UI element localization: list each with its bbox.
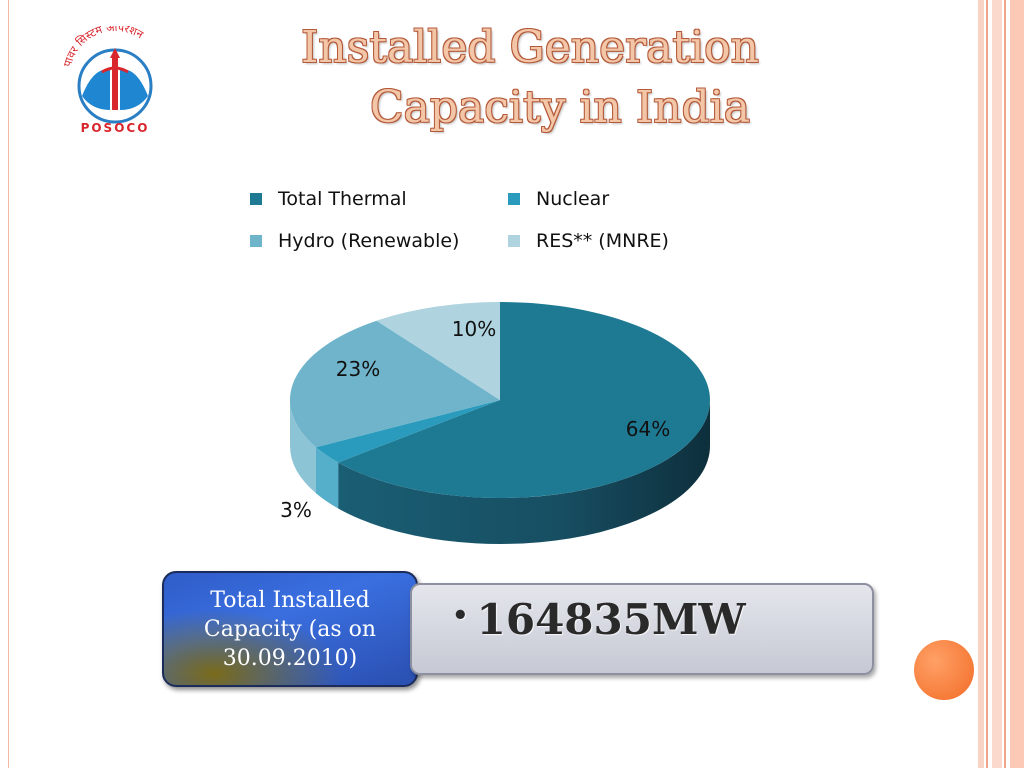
- decorative-circle: [914, 640, 974, 700]
- legend-label-hydro: Hydro (Renewable): [278, 230, 460, 252]
- data-label-res: 10%: [452, 317, 496, 341]
- pie-tops: [290, 302, 710, 498]
- data-label-hydro: 23%: [336, 357, 380, 381]
- legend-item-hydro: Hydro (Renewable): [250, 230, 459, 252]
- pie-side-nuclear: [315, 447, 339, 509]
- pie-sides: [290, 400, 710, 545]
- legend-item-res: RES** (MNRE): [508, 230, 669, 252]
- frame-left-line: [8, 0, 9, 768]
- pie-side-thermal: [338, 400, 710, 545]
- slide-title: Installed Generation Capacity in India: [280, 18, 780, 138]
- chart-legend: Total Thermal Nuclear Hydro (Renewable) …: [250, 184, 710, 258]
- title-line-1: Installed Generation: [301, 22, 759, 73]
- total-capacity-box: • 164835MW: [410, 583, 874, 675]
- pie-slice-thermal: [338, 302, 710, 498]
- frame-right-stripes: [978, 0, 1024, 768]
- legend-swatch-res: [508, 235, 520, 247]
- pie-labels: 64% 3% 23% 10%: [280, 317, 670, 522]
- pie-slice-hydro: [290, 320, 500, 448]
- pie-slice-nuclear: [315, 400, 500, 463]
- logo-text: POSOCO: [81, 121, 150, 135]
- total-capacity-label: Total Installed Capacity (as on 30.09.20…: [162, 571, 418, 687]
- legend-label-res: RES** (MNRE): [536, 230, 669, 252]
- pie-slice-res: [376, 302, 500, 400]
- title-line-2: Capacity in India: [369, 82, 751, 133]
- total-capacity-number: 164835MW: [476, 595, 746, 644]
- data-label-nuclear: 3%: [280, 498, 312, 522]
- data-label-thermal: 64%: [626, 417, 670, 441]
- legend-item-nuclear: Nuclear: [508, 188, 609, 210]
- legend-swatch-hydro: [250, 235, 262, 247]
- legend-swatch-nuclear: [508, 193, 520, 205]
- bullet-icon: •: [452, 601, 469, 631]
- legend-item-thermal: Total Thermal: [250, 188, 407, 210]
- legend-swatch-thermal: [250, 193, 262, 205]
- pie-side-hydro: [290, 400, 316, 494]
- legend-label-nuclear: Nuclear: [536, 188, 610, 210]
- posoco-logo: पावर सिस्टम ऑपरेशन POSOCO: [52, 21, 178, 138]
- total-capacity-value: • 164835MW: [452, 595, 746, 644]
- total-capacity-label-text: Total Installed Capacity (as on 30.09.20…: [203, 587, 377, 671]
- legend-label-thermal: Total Thermal: [278, 188, 407, 210]
